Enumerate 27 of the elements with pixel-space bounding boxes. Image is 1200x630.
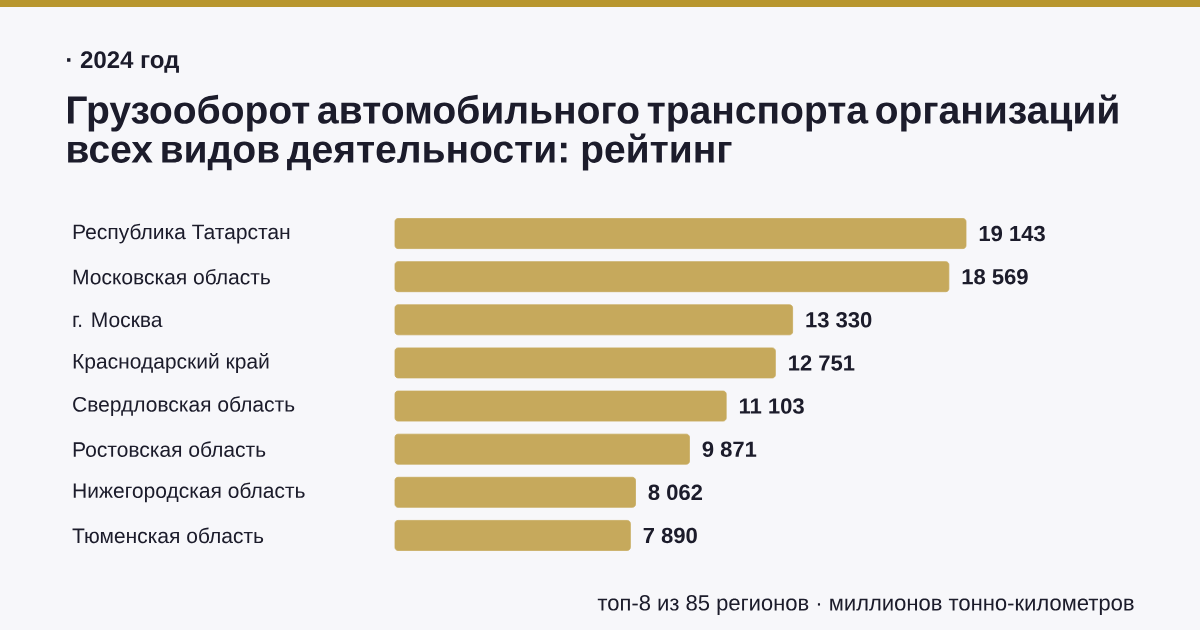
data-label: 11 103 (739, 398, 804, 414)
data-label: 18 569 (962, 268, 1028, 285)
bar (394, 304, 794, 336)
bar (394, 433, 690, 465)
data-label: 9 871 (702, 441, 757, 457)
y-tick-label: Краснодарский край (73, 352, 269, 373)
data-label: 7 890 (643, 527, 697, 544)
bar (394, 347, 776, 379)
data-label: 8 062 (648, 484, 703, 501)
text: · 2024 год (67, 51, 179, 73)
y-tick-label: Свердловская область (73, 396, 295, 416)
bar (394, 520, 631, 551)
y-tick-label: Московская область (73, 268, 270, 285)
data-label: 12 751 (789, 355, 855, 371)
y-tick-label: Нижегородская область (73, 482, 305, 503)
bar (394, 476, 636, 508)
chart-title: Грузооборот автомобильного транспорта организаций всех видов деятельности: рейтинг (68, 94, 1118, 171)
text: топ-8 из 85 регионов · миллионов тонно-километров (597, 595, 1134, 615)
bar (394, 390, 727, 422)
bar (394, 261, 950, 293)
y-tick-label: г. Москва (73, 312, 163, 328)
y-tick-label: Тюменская область (72, 527, 264, 544)
y-tick-label: Республика Татарстан (73, 223, 290, 244)
data-label: 13 330 (806, 312, 872, 328)
y-tick-label: Ростовская область (73, 441, 266, 457)
bar (394, 218, 967, 249)
data-label: 19 143 (979, 225, 1045, 242)
